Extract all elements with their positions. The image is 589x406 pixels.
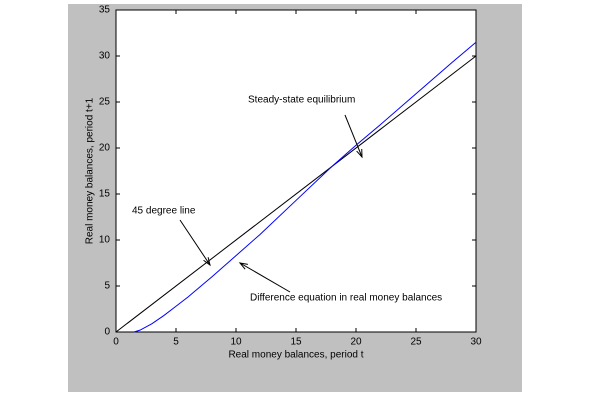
y-tick-label: 35 bbox=[99, 5, 111, 16]
y-tick-label: 15 bbox=[99, 189, 111, 200]
data-line bbox=[133, 41, 477, 333]
annotation-arrow bbox=[179, 219, 211, 266]
arrow-head bbox=[238, 262, 248, 270]
y-tick-label: 10 bbox=[99, 235, 111, 246]
x-axis-label: Real money balances, period t bbox=[228, 350, 363, 361]
data-line bbox=[115, 55, 477, 333]
y-tick-label: 0 bbox=[104, 327, 110, 338]
x-tick-label: 0 bbox=[113, 337, 119, 348]
y-tick-label: 30 bbox=[99, 51, 111, 62]
x-tick-label: 10 bbox=[230, 337, 242, 348]
annotation-arrow bbox=[344, 114, 363, 158]
arrow-head bbox=[203, 257, 211, 267]
x-tick-label: 15 bbox=[290, 337, 302, 348]
annotation: Difference equation in real money balanc… bbox=[250, 293, 442, 304]
arrow-head bbox=[356, 148, 363, 159]
annotation-arrow bbox=[239, 262, 291, 293]
y-tick-label: 25 bbox=[99, 97, 111, 108]
y-tick-label: 20 bbox=[99, 143, 111, 154]
annotation: 45 degree line bbox=[132, 206, 196, 217]
y-tick-label: 5 bbox=[104, 281, 110, 292]
x-tick-label: 20 bbox=[350, 337, 362, 348]
x-tick-label: 5 bbox=[173, 337, 179, 348]
y-axis-label: Real money balances, period t+1 bbox=[85, 97, 96, 244]
plot-area bbox=[115, 9, 477, 333]
x-tick-label: 30 bbox=[470, 337, 482, 348]
x-tick-label: 25 bbox=[410, 337, 422, 348]
annotation: Steady-state equilibrium bbox=[248, 95, 355, 106]
